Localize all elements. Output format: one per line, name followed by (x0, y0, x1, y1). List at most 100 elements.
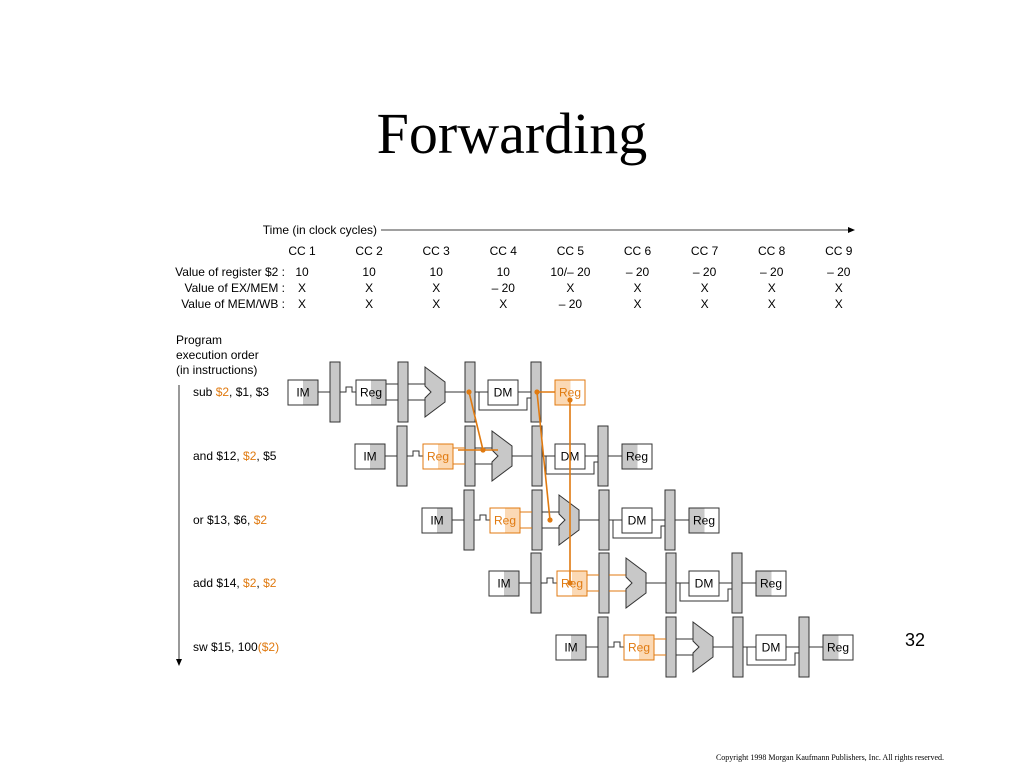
clock-cycle-label: CC 6 (624, 244, 652, 258)
forward-dot (480, 447, 486, 453)
instruction-text: sw $15, 100 (193, 640, 258, 654)
register-file-write-shade (689, 508, 705, 533)
instruction-memory: IM (354, 443, 386, 470)
data-memory: DM (621, 507, 653, 534)
register-file-read-label: Reg (628, 641, 650, 655)
time-axis-label: Time (in clock cycles) (263, 223, 377, 237)
register-file-write-label: Reg (559, 386, 581, 400)
value-cell: X (432, 297, 440, 311)
wire (545, 456, 598, 475)
instruction-label: or $13, $6, $2 (193, 513, 267, 527)
value-cell: X (365, 281, 373, 295)
if-id-pipeline-register (530, 552, 542, 614)
value-cell: – 20 (626, 265, 650, 279)
value-cell: – 20 (492, 281, 516, 295)
wire (608, 641, 624, 648)
data-memory-label: DM (628, 514, 647, 528)
clock-cycle-label: CC 9 (825, 244, 853, 258)
register-file-read: Reg (623, 634, 655, 661)
instruction-memory-label: IM (296, 386, 309, 400)
instruction-text: , (256, 576, 263, 590)
alu (625, 557, 647, 609)
value-cell: – 20 (693, 265, 717, 279)
register-highlight: $2 (254, 513, 268, 527)
clock-cycle-label: CC 7 (691, 244, 719, 258)
value-row-label: Value of MEM/WB : (181, 297, 285, 311)
ex-mem-pipeline-register (732, 616, 744, 678)
value-cell: 10 (362, 265, 376, 279)
register-highlight: $2 (263, 576, 277, 590)
data-memory-label: DM (695, 577, 714, 591)
if-id-pipeline-register (463, 489, 475, 551)
value-cell: 10 (430, 265, 444, 279)
forward-dot (466, 389, 472, 395)
clock-cycle-label: CC 5 (557, 244, 585, 258)
ex-mem-pipeline-register (598, 489, 610, 551)
value-cell: X (835, 297, 843, 311)
if-id-pipeline-register (396, 425, 408, 487)
register-file-read-label: Reg (494, 514, 516, 528)
value-cell: X (432, 281, 440, 295)
register-highlight: $2 (243, 576, 257, 590)
register-file-read-label: Reg (427, 450, 449, 464)
mem-wb-pipeline-register (664, 489, 676, 551)
wire (478, 392, 531, 411)
instruction-memory-shade (437, 508, 452, 533)
if-id-pipeline-register (329, 361, 341, 423)
data-memory: DM (487, 379, 519, 406)
clock-cycle-label: CC 2 (355, 244, 383, 258)
if-id-pipeline-register (597, 616, 609, 678)
alu (558, 494, 580, 546)
register-file-read-shade (505, 508, 520, 533)
clock-cycle-label: CC 4 (490, 244, 518, 258)
forward-dot (547, 517, 553, 523)
page-title: Forwarding (376, 101, 648, 166)
program-order-label: Program (176, 333, 222, 347)
alu (424, 366, 446, 418)
instruction-memory-shade (303, 380, 318, 405)
value-cell: X (835, 281, 843, 295)
value-row-label: Value of EX/MEM : (185, 281, 285, 295)
page-number: 32 (905, 630, 926, 650)
time-axis-arrowhead (848, 227, 855, 233)
program-order-label: execution order (176, 348, 259, 362)
alu (491, 430, 513, 482)
instruction-memory-label: IM (363, 450, 376, 464)
mem-wb-pipeline-register (597, 425, 609, 487)
mem-wb-pipeline-register (731, 552, 743, 614)
register-file-read-shade (572, 571, 587, 596)
value-cell: X (566, 281, 574, 295)
copyright: Copyright 1998 Morgan Kaufmann Publisher… (715, 753, 944, 762)
program-order-arrowhead (176, 659, 182, 666)
value-cell: X (701, 281, 709, 295)
clock-cycle-label: CC 8 (758, 244, 786, 258)
value-cell: X (499, 297, 507, 311)
data-memory-box (755, 634, 787, 661)
wire (679, 583, 732, 602)
id-ex-pipeline-register (397, 361, 409, 423)
instruction-text: , $1, $3 (229, 385, 269, 399)
instruction-memory-label: IM (564, 641, 577, 655)
register-file-read: Reg (355, 379, 387, 406)
instruction-memory: IM (488, 570, 520, 597)
register-file-read: Reg (489, 507, 521, 534)
instruction-text: and $12, (193, 449, 243, 463)
value-cell: 10/– 20 (550, 265, 590, 279)
register-file-write-label: Reg (693, 514, 715, 528)
wire (612, 520, 665, 539)
value-cell: X (298, 297, 306, 311)
register-highlight: ($2) (258, 640, 279, 654)
data-memory-label: DM (762, 641, 781, 655)
register-file-write-label: Reg (760, 577, 782, 591)
data-memory-box (621, 507, 653, 534)
instruction-memory: IM (287, 379, 319, 406)
forward-mem-wb-to-or (536, 391, 551, 521)
alu (692, 621, 714, 673)
register-file-write: Reg (621, 443, 653, 470)
register-file-write: Reg (755, 570, 787, 597)
instruction-text: sub (193, 385, 216, 399)
register-file-write-shade (756, 571, 772, 596)
value-cell: – 20 (760, 265, 784, 279)
value-cell: X (701, 297, 709, 311)
register-file-write: Reg (822, 634, 854, 661)
